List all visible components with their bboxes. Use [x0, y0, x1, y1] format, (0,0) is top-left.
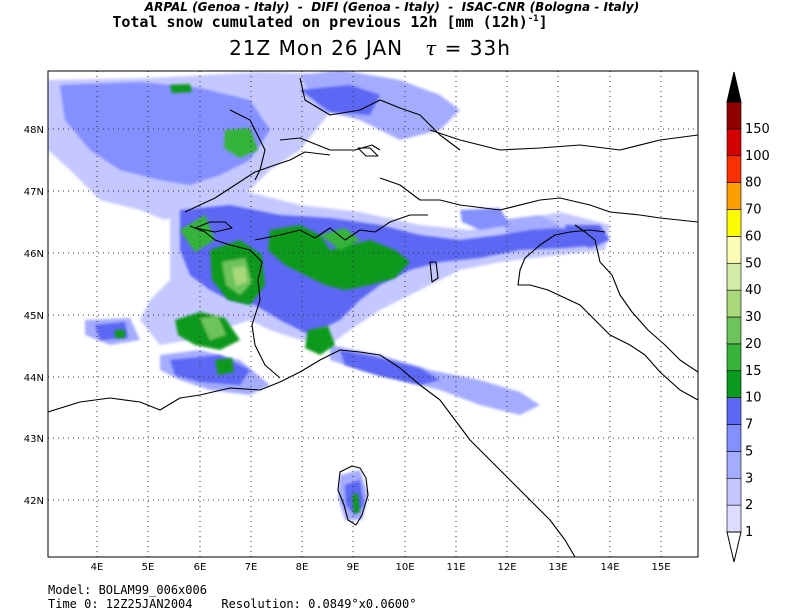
legend-swatch [726, 155, 742, 183]
snow-shading-medium [60, 82, 610, 515]
legend-swatch [726, 397, 742, 425]
tick-label-x: 13E [548, 562, 567, 573]
tick-label-x: 6E [194, 562, 207, 573]
legend-level-label: 60 [745, 229, 762, 244]
lake-geneva [194, 221, 233, 233]
border-austria-south [379, 177, 698, 223]
lake-constance [357, 147, 379, 157]
tick-label-x: 5E [142, 562, 155, 573]
tick-label-x: 4E [91, 562, 104, 573]
legend-colorbar: 1 2 3 5 7 10 15 20 30 40 50 60 70 80 100 150 [726, 71, 770, 563]
tick-label-x: 14E [600, 562, 619, 573]
legend-level-label: 80 [745, 176, 762, 191]
map-title: Total snow cumulated on previous 12h [mm… [112, 13, 548, 31]
legend-level-label: 5 [745, 444, 753, 459]
legend-swatch [726, 209, 742, 237]
tick-label-x: 15E [651, 562, 670, 573]
boundaries [48, 77, 698, 557]
legend-level-label: 20 [745, 337, 762, 352]
border-swiss-italy [254, 214, 428, 241]
time-resolution-label: Time 0: 12Z25JAN2004 Resolution: 0.0849°… [48, 597, 417, 611]
legend-level-label: 7 [745, 418, 753, 433]
legend-level-label: 150 [745, 122, 770, 137]
legend-swatch [726, 262, 742, 291]
lake-garda [429, 261, 439, 283]
legend-swatch [726, 101, 742, 130]
legend-swatch [726, 451, 742, 479]
legend-swatch [726, 316, 742, 345]
tick-label-y: 42N [24, 496, 44, 507]
legend-underflow-triangle [726, 531, 742, 563]
corsica [337, 465, 369, 526]
legend-level-label: 10 [745, 391, 762, 406]
border-swiss-north [279, 137, 381, 151]
legend-swatch [726, 370, 742, 398]
coastline-france-italy [48, 349, 576, 557]
snow-field [48, 71, 610, 520]
valid-time-line: 21Z Mon 26 JAN τ = 33h [229, 36, 511, 60]
tick-label-x: 10E [395, 562, 414, 573]
legend-swatch [726, 128, 742, 157]
y-axis-labels: 48N 47N 46N 45N 44N 43N 42N [24, 125, 44, 507]
legend-level-label: 15 [745, 364, 762, 379]
legend-level-label: 1 [745, 525, 753, 540]
map-frame [47, 70, 699, 558]
legend-level-label: 3 [745, 471, 753, 486]
tick-label-y: 44N [24, 373, 44, 384]
coastline-adriatic [517, 229, 698, 401]
legend-swatch [726, 343, 742, 372]
legend-level-label: 30 [745, 310, 762, 325]
legend-level-label: 100 [745, 149, 770, 164]
tick-label-y: 48N [24, 125, 44, 136]
border-france-italy [189, 225, 281, 379]
snow-shading-heavy [115, 84, 410, 514]
coastline-istria-dalmatia [599, 261, 698, 373]
border-france-swiss [184, 151, 331, 213]
border-france-germany [229, 109, 266, 181]
legend-level-label: 40 [745, 283, 762, 298]
legend-swatch [726, 289, 742, 318]
legend-swatch [726, 424, 742, 452]
tick-label-x: 11E [446, 562, 465, 573]
legend-swatch [726, 477, 742, 506]
legend-overflow-triangle [726, 71, 742, 103]
tick-label-y: 47N [24, 187, 44, 198]
legend-swatch [726, 182, 742, 210]
lat-lon-grid [48, 71, 698, 557]
x-axis-labels: 4E 5E 6E 7E 8E 9E 10E 11E 12E 13E 14E 15… [91, 562, 671, 573]
tick-label-y: 45N [24, 311, 44, 322]
legend-swatch [726, 504, 742, 533]
tick-label-y: 43N [24, 434, 44, 445]
tick-label-x: 8E [296, 562, 309, 573]
border-italy-slovenia [574, 224, 601, 263]
institutions-line: ARPAL (Genoa - Italy) - DIFI (Genoa - It… [144, 0, 640, 14]
tick-label-y: 46N [24, 249, 44, 260]
legend-level-label: 50 [745, 256, 762, 271]
legend-level-label: 70 [745, 203, 762, 218]
legend-swatch [726, 236, 742, 264]
tick-label-x: 9E [347, 562, 360, 573]
tick-label-x: 12E [497, 562, 516, 573]
tick-label-x: 7E [245, 562, 258, 573]
legend-level-label: 2 [745, 498, 753, 513]
border-austria-germany-east [429, 129, 698, 151]
model-label: Model: BOLAM99_006x006 [48, 583, 207, 597]
border-germany-austria [299, 77, 461, 151]
